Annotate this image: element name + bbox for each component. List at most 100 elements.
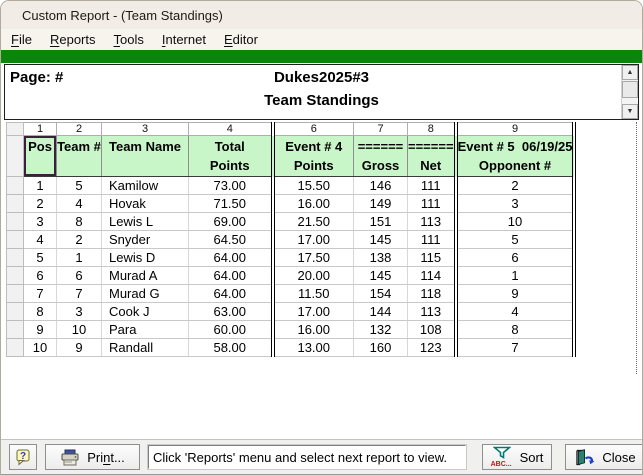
cell-team-name[interactable]: Murad A (101, 266, 189, 285)
cell-total-points[interactable]: 64.00 (188, 248, 273, 267)
row-header[interactable] (6, 302, 24, 321)
cell-event4-points[interactable]: 11.50 (270, 284, 354, 303)
header-team-name[interactable]: Team Name (101, 135, 189, 177)
cell-pos[interactable]: 4 (23, 230, 57, 249)
cell-team-num[interactable]: 2 (56, 230, 102, 249)
cell-team-num[interactable]: 3 (56, 302, 102, 321)
title-bar[interactable]: Custom Report - (Team Standings) (1, 1, 642, 29)
cell-opponent[interactable]: 4 (453, 302, 577, 321)
row-header[interactable] (6, 266, 24, 285)
column-number[interactable]: 1 (23, 122, 57, 136)
cell-opponent[interactable]: 2 (453, 176, 577, 195)
cell-opponent[interactable]: 1 (453, 266, 577, 285)
header-gross[interactable]: ====== Gross (353, 135, 408, 177)
cell-gross[interactable]: 144 (353, 302, 408, 321)
cell-total-points[interactable]: 63.00 (188, 302, 273, 321)
cell-team-num[interactable]: 4 (56, 194, 102, 213)
scrollbar-thumb[interactable] (622, 81, 638, 98)
print-button[interactable]: Print... (45, 444, 140, 470)
cell-event4-points[interactable]: 17.50 (270, 248, 354, 267)
row-header[interactable] (6, 284, 24, 303)
row-header[interactable] (6, 212, 24, 231)
cell-opponent[interactable]: 3 (453, 194, 577, 213)
column-number[interactable]: 3 (101, 122, 189, 136)
cell-team-name[interactable]: Cook J (101, 302, 189, 321)
corner-cell[interactable] (6, 122, 24, 136)
column-number[interactable]: 9 (453, 122, 577, 136)
scroll-down-icon[interactable]: ▼ (622, 104, 638, 119)
cell-net[interactable]: 113 (407, 212, 457, 231)
cell-team-name[interactable]: Para (101, 320, 189, 339)
cell-pos[interactable]: 6 (23, 266, 57, 285)
cell-net[interactable]: 115 (407, 248, 457, 267)
cell-opponent[interactable]: 8 (453, 320, 577, 339)
cell-gross[interactable]: 160 (353, 338, 408, 357)
menu-tools[interactable]: Tools (113, 32, 144, 47)
row-header[interactable] (6, 248, 24, 267)
cell-gross[interactable]: 146 (353, 176, 408, 195)
cell-pos[interactable]: 2 (23, 194, 57, 213)
cell-event4-points[interactable]: 20.00 (270, 266, 354, 285)
cell-net[interactable]: 111 (407, 194, 457, 213)
cell-team-name[interactable]: Randall (101, 338, 189, 357)
cell-total-points[interactable]: 60.00 (188, 320, 273, 339)
column-number[interactable]: 7 (353, 122, 408, 136)
cell-total-points[interactable]: 71.50 (188, 194, 273, 213)
cell-gross[interactable]: 149 (353, 194, 408, 213)
cell-event4-points[interactable]: 13.00 (270, 338, 354, 357)
cell-event4-points[interactable]: 17.00 (270, 302, 354, 321)
cell-total-points[interactable]: 64.00 (188, 266, 273, 285)
header-event4-points[interactable]: Event # 4 Points (270, 135, 354, 177)
cell-total-points[interactable]: 64.00 (188, 284, 273, 303)
scroll-up-icon[interactable]: ▲ (622, 65, 638, 80)
cell-opponent[interactable]: 9 (453, 284, 577, 303)
cell-team-name[interactable]: Lewis L (101, 212, 189, 231)
cell-net[interactable]: 108 (407, 320, 457, 339)
cell-gross[interactable]: 145 (353, 230, 408, 249)
cell-total-points[interactable]: 73.00 (188, 176, 273, 195)
cell-gross[interactable]: 151 (353, 212, 408, 231)
column-number[interactable]: 6 (270, 122, 354, 136)
cell-pos[interactable]: 9 (23, 320, 57, 339)
header-net[interactable]: ====== Net (406, 135, 457, 177)
row-header[interactable] (6, 230, 24, 249)
cell-event4-points[interactable]: 16.00 (270, 194, 354, 213)
cell-opponent[interactable]: 7 (453, 338, 577, 357)
header-team-num[interactable]: Team # (56, 135, 102, 177)
header-scrollbar[interactable]: ▲ ▼ (621, 65, 638, 119)
cell-event4-points[interactable]: 21.50 (270, 212, 354, 231)
row-header[interactable] (6, 194, 24, 213)
header-event5-opponent[interactable]: Event # 5 06/19/25 Opponent # (453, 135, 577, 177)
help-button[interactable]: ? (9, 444, 37, 470)
cell-gross[interactable]: 132 (353, 320, 408, 339)
cell-pos[interactable]: 8 (23, 302, 57, 321)
cell-pos[interactable]: 10 (23, 338, 57, 357)
cell-opponent[interactable]: 5 (453, 230, 577, 249)
cell-pos[interactable]: 5 (23, 248, 57, 267)
cell-total-points[interactable]: 69.00 (188, 212, 273, 231)
cell-team-num[interactable]: 10 (56, 320, 102, 339)
row-header[interactable] (6, 320, 24, 339)
cell-team-num[interactable]: 8 (56, 212, 102, 231)
menu-editor[interactable]: Editor (223, 32, 258, 47)
cell-net[interactable]: 111 (407, 230, 457, 249)
cell-team-name[interactable]: Kamilow (101, 176, 189, 195)
cell-total-points[interactable]: 58.00 (188, 338, 273, 357)
menu-file[interactable]: File (11, 32, 32, 47)
cell-pos[interactable]: 7 (23, 284, 57, 303)
cell-gross[interactable]: 138 (353, 248, 408, 267)
cell-event4-points[interactable]: 15.50 (270, 176, 354, 195)
cell-pos[interactable]: 1 (23, 176, 57, 195)
column-number[interactable]: 8 (406, 122, 457, 136)
cell-team-name[interactable]: Hovak (101, 194, 189, 213)
cell-event4-points[interactable]: 17.00 (270, 230, 354, 249)
cell-net[interactable]: 123 (407, 338, 457, 357)
cell-team-name[interactable]: Lewis D (101, 248, 189, 267)
cell-opponent[interactable]: 6 (453, 248, 577, 267)
row-header[interactable] (6, 135, 24, 177)
header-total-points[interactable]: Total Points (188, 135, 273, 177)
column-number[interactable]: 4 (188, 122, 273, 136)
cell-net[interactable]: 111 (407, 176, 457, 195)
cell-total-points[interactable]: 64.50 (188, 230, 273, 249)
cell-pos[interactable]: 3 (23, 212, 57, 231)
